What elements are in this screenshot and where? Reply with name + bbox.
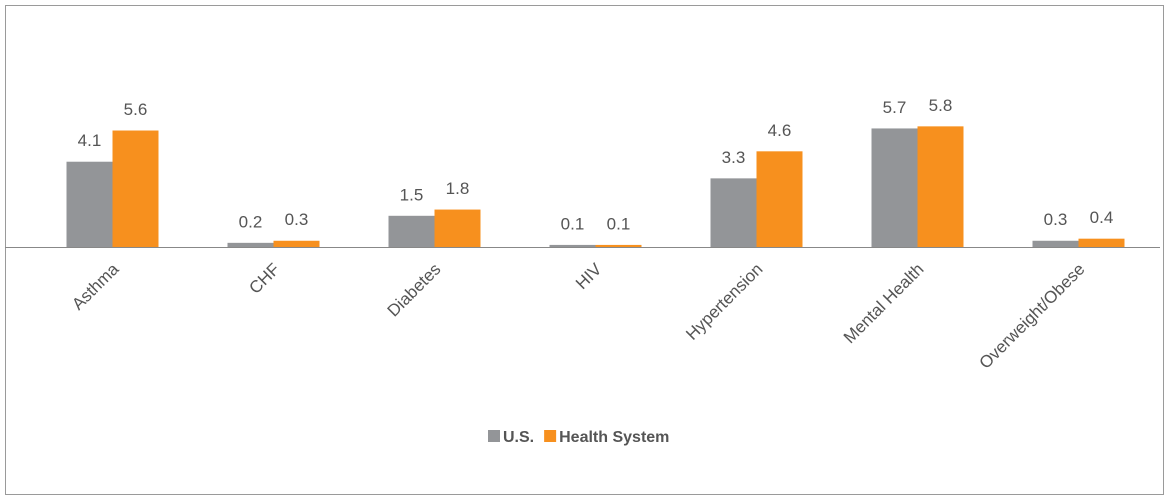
data-label: 1.5 xyxy=(400,185,424,204)
bar xyxy=(388,215,435,247)
x-tick-label: Mental Health xyxy=(840,260,928,348)
data-label: 0.3 xyxy=(1044,210,1068,229)
bar xyxy=(595,244,642,247)
bar xyxy=(434,209,481,247)
data-label: 3.3 xyxy=(722,148,746,167)
data-label: 0.3 xyxy=(285,210,309,229)
bar xyxy=(227,242,274,247)
x-tick-label: Overweight/Obese xyxy=(976,260,1089,373)
legend-swatch xyxy=(544,430,557,442)
data-label: 0.4 xyxy=(1090,208,1114,227)
frame xyxy=(5,5,1164,495)
data-label: 4.6 xyxy=(768,121,792,140)
bar xyxy=(1032,240,1079,247)
x-tick-label: Asthma xyxy=(68,259,123,314)
data-label: 0.2 xyxy=(239,212,263,231)
bar xyxy=(1078,238,1125,247)
data-label: 5.7 xyxy=(883,98,907,117)
bar xyxy=(112,130,159,247)
data-label: 1.8 xyxy=(446,179,470,198)
bar xyxy=(871,128,918,247)
bar xyxy=(756,151,803,247)
data-label: 5.6 xyxy=(124,100,148,119)
legend-label: Health System xyxy=(559,429,669,446)
data-label: 5.8 xyxy=(929,96,953,115)
data-label: 4.1 xyxy=(78,131,102,150)
bar xyxy=(549,244,596,247)
x-tick-label: Diabetes xyxy=(384,260,445,321)
x-tick-label: Hypertension xyxy=(682,260,766,344)
legend-swatch xyxy=(488,430,500,442)
bar xyxy=(917,126,964,247)
bar xyxy=(273,240,320,247)
bar xyxy=(66,161,113,247)
bar xyxy=(710,178,757,247)
data-label: 0.1 xyxy=(561,214,585,233)
legend-label: U.S. xyxy=(503,429,534,446)
x-tick-label: CHF xyxy=(245,260,283,298)
x-tick-label: HIV xyxy=(572,259,606,293)
data-label: 0.1 xyxy=(607,214,631,233)
